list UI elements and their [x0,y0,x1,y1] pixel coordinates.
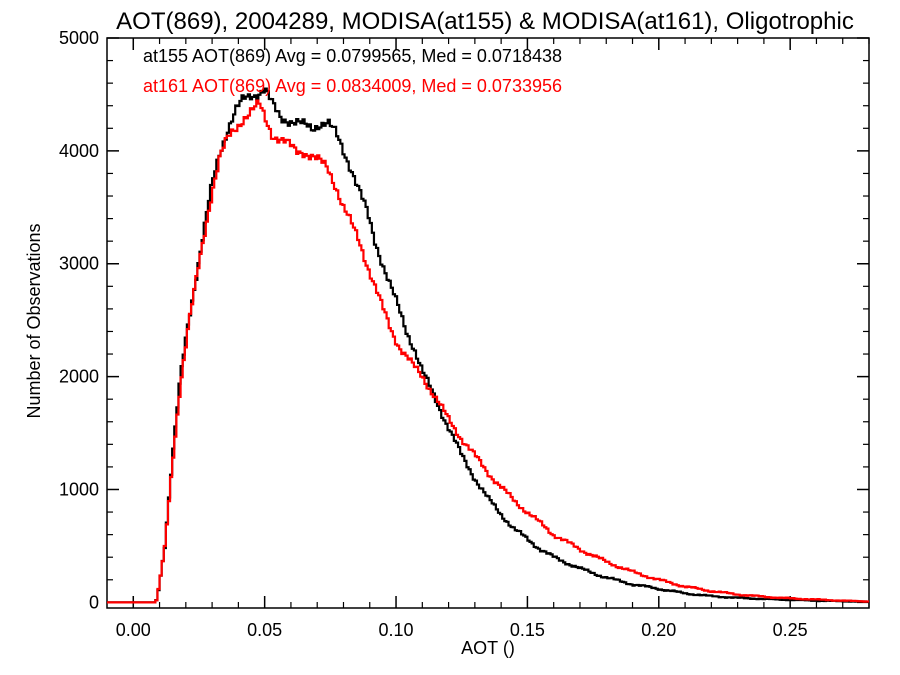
x-tick-label: 0.10 [379,620,414,640]
y-tick-label: 5000 [59,28,99,48]
series-line-at161 [107,99,869,604]
y-tick-label: 4000 [59,141,99,161]
series-line-at155 [107,87,869,604]
x-tick-label: 0.20 [641,620,676,640]
data-series [107,87,869,604]
legend-entry-at161: at161 AOT(869) Avg = 0.0834009, Med = 0.… [143,76,562,96]
x-tick-label: 0.25 [773,620,808,640]
x-tick-label: 0.00 [116,620,151,640]
x-tick-label: 0.05 [247,620,282,640]
x-tick-label: 0.15 [510,620,545,640]
axis-ticks: 0.00 0.05 0.10 0.15 0.20 0.25 0 1000 2000 3000 400… [59,28,870,640]
x-axis-label: AOT () [461,638,515,658]
plot-area: 0.00 0.05 0.10 0.15 0.20 0.25 0 1000 2000 3000 400… [59,28,870,640]
y-tick-label: 3000 [59,254,99,274]
legend: at155 AOT(869) Avg = 0.0799565, Med = 0.… [143,46,562,96]
y-tick-label: 1000 [59,479,99,499]
y-tick-label: 0 [89,592,99,612]
legend-entry-at155: at155 AOT(869) Avg = 0.0799565, Med = 0.… [143,46,562,66]
chart-title: AOT(869), 2004289, MODISA(at155) & MODIS… [116,8,854,35]
y-tick-label: 2000 [59,367,99,387]
plot-frame [106,37,870,609]
y-axis-label: Number of Observations [24,223,44,418]
